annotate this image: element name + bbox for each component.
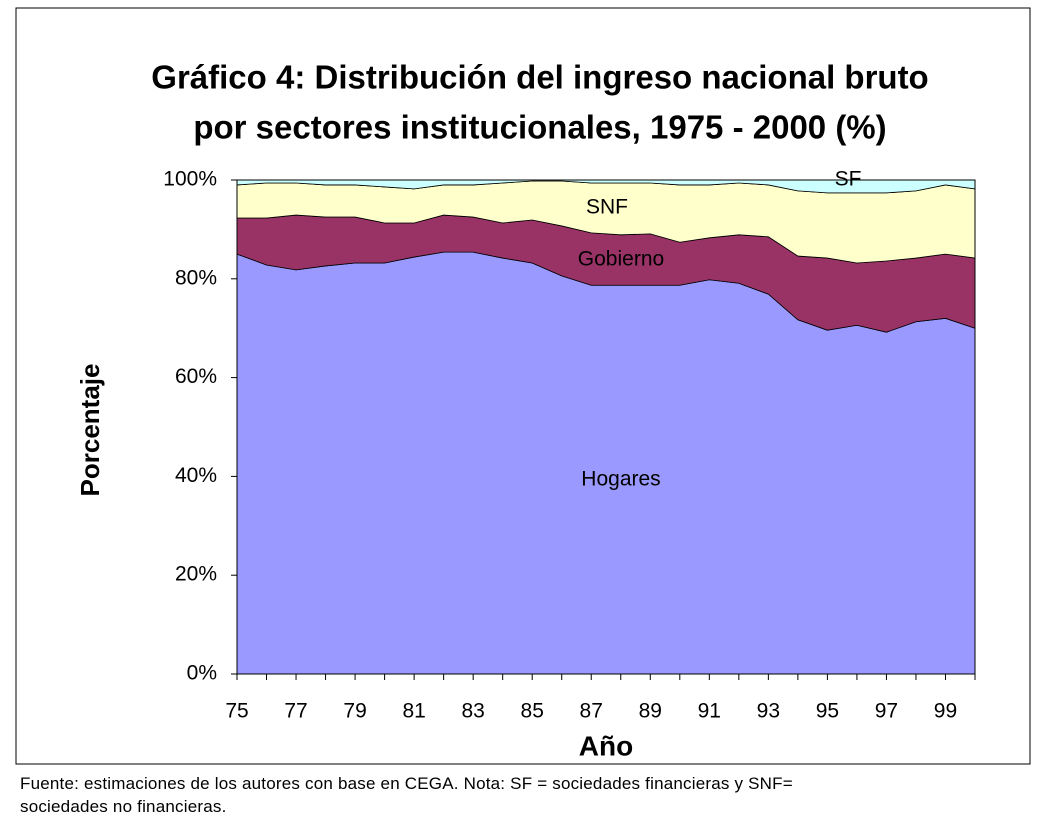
area-label: Hogares [581,468,660,491]
x-tick-label: 75 [225,700,248,723]
x-tick-label: 81 [402,700,425,723]
area-label: SF [835,168,862,191]
x-tick-label: 87 [580,700,603,723]
x-tick-label: 93 [757,700,780,723]
x-tick-label: 77 [284,700,307,723]
x-tick-label: 97 [875,700,898,723]
plot-frame [236,179,976,675]
y-tick-label: 40% [175,464,217,487]
chart: Gráfico 4: Distribución del ingreso naci… [15,7,1031,765]
y-tick-label: 60% [175,365,217,388]
x-axis-label: Año [579,730,633,761]
y-tick-label: 20% [175,563,217,586]
note: Fuente: estimaciones de los autores con … [20,774,793,816]
y-tick-label: 100% [163,168,217,191]
x-tick-label: 85 [521,700,544,723]
y-tick-label: 80% [175,266,217,289]
x-tick-label: 95 [816,700,839,723]
chart-title: por sectores institucionales, 1975 - 200… [193,109,886,146]
y-axis-label: Porcentaje [75,364,105,497]
x-tick-label: 89 [639,700,662,723]
x-tick-label: 79 [343,700,366,723]
y-tick-label: 0% [187,662,217,685]
x-tick-label: 99 [934,700,957,723]
x-tick-label: 91 [698,700,721,723]
area-label: Gobierno [578,248,664,271]
x-tick-label: 83 [461,700,484,723]
area-label: SNF [586,196,628,219]
chart-title: Gráfico 4: Distribución del ingreso naci… [151,59,928,96]
